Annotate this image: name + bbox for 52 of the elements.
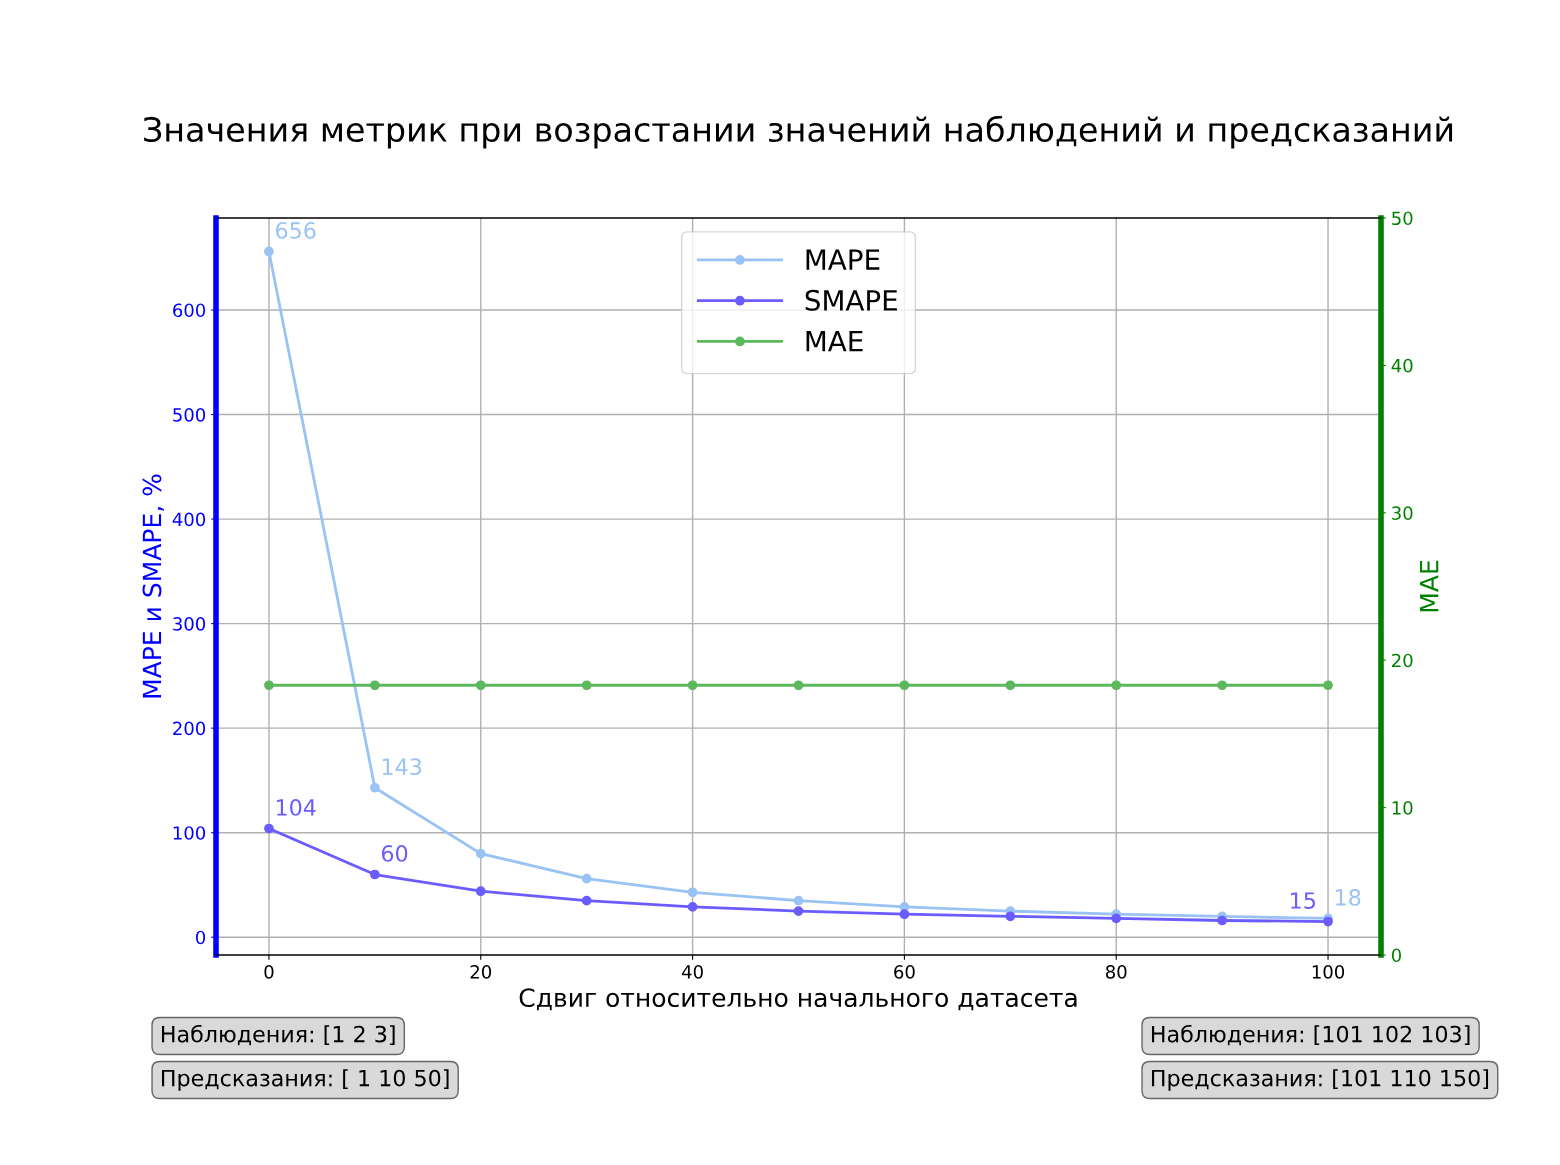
point bbox=[475, 886, 486, 897]
legend-label: MAE bbox=[806, 330, 863, 352]
point bbox=[581, 895, 592, 906]
point bbox=[899, 909, 910, 920]
y2-tick-label: 20 bbox=[1392, 653, 1413, 668]
point bbox=[1111, 913, 1122, 924]
point bbox=[370, 782, 380, 793]
point bbox=[581, 873, 592, 884]
x-tick-label: 60 bbox=[894, 965, 915, 979]
text: Наблюдения: [101 102 103] bbox=[1151, 1024, 1470, 1046]
x-tick-label: 80 bbox=[1105, 965, 1127, 979]
x-tick-label: 20 bbox=[470, 965, 492, 979]
y2-tick-label: 30 bbox=[1392, 506, 1413, 520]
chart-title: Значения метрик при возрастании значений наблюдений и предсказаний bbox=[144, 115, 1453, 149]
x-tick-label: 40 bbox=[681, 965, 703, 979]
x-tick-label: 0 bbox=[264, 965, 274, 979]
y2-tick-label: 40 bbox=[1391, 358, 1413, 373]
point bbox=[793, 895, 804, 906]
point bbox=[1005, 911, 1016, 922]
y-tick-label: 100 bbox=[173, 826, 206, 840]
y-tick-label: 400 bbox=[172, 512, 206, 527]
point bbox=[687, 887, 698, 898]
data-label: 60 bbox=[381, 845, 408, 862]
y-tick-label: 600 bbox=[173, 303, 206, 318]
x-axis-title: Сдвиг относительно начального датасета bbox=[519, 988, 1077, 1011]
legend-label: SMAPE bbox=[805, 289, 897, 311]
x-tick-label: 100 bbox=[1312, 965, 1345, 979]
point bbox=[793, 906, 804, 916]
y2-axis-title: MAE bbox=[1420, 560, 1439, 612]
text: Предсказания: [ 1 10 50] bbox=[161, 1069, 449, 1091]
point bbox=[475, 848, 486, 859]
point bbox=[264, 246, 274, 257]
y-tick-label: 300 bbox=[173, 617, 206, 631]
data-label: 15 bbox=[1291, 892, 1315, 909]
text: Предсказания: [101 110 150] bbox=[1151, 1069, 1489, 1091]
y2-tick-label: 0 bbox=[1391, 948, 1402, 963]
point bbox=[687, 902, 698, 912]
text: Наблюдения: [1 2 3] bbox=[161, 1024, 395, 1046]
data-label: 104 bbox=[276, 799, 316, 816]
legend-label: MAPE bbox=[806, 249, 880, 270]
y-tick-label: 200 bbox=[173, 721, 206, 736]
data-label: 656 bbox=[276, 222, 316, 239]
y-tick-label: 0 bbox=[195, 930, 206, 945]
y2-tick-label: 50 bbox=[1392, 211, 1413, 226]
point bbox=[1217, 915, 1227, 926]
point bbox=[264, 823, 274, 834]
data-label: 143 bbox=[382, 758, 422, 776]
y2-tick-label: 10 bbox=[1392, 801, 1413, 815]
y-tick-label: 500 bbox=[173, 407, 206, 422]
y-axis-title: MAPE и SMAPE, % bbox=[142, 474, 164, 698]
data-label: 18 bbox=[1336, 888, 1361, 906]
point bbox=[370, 869, 380, 880]
